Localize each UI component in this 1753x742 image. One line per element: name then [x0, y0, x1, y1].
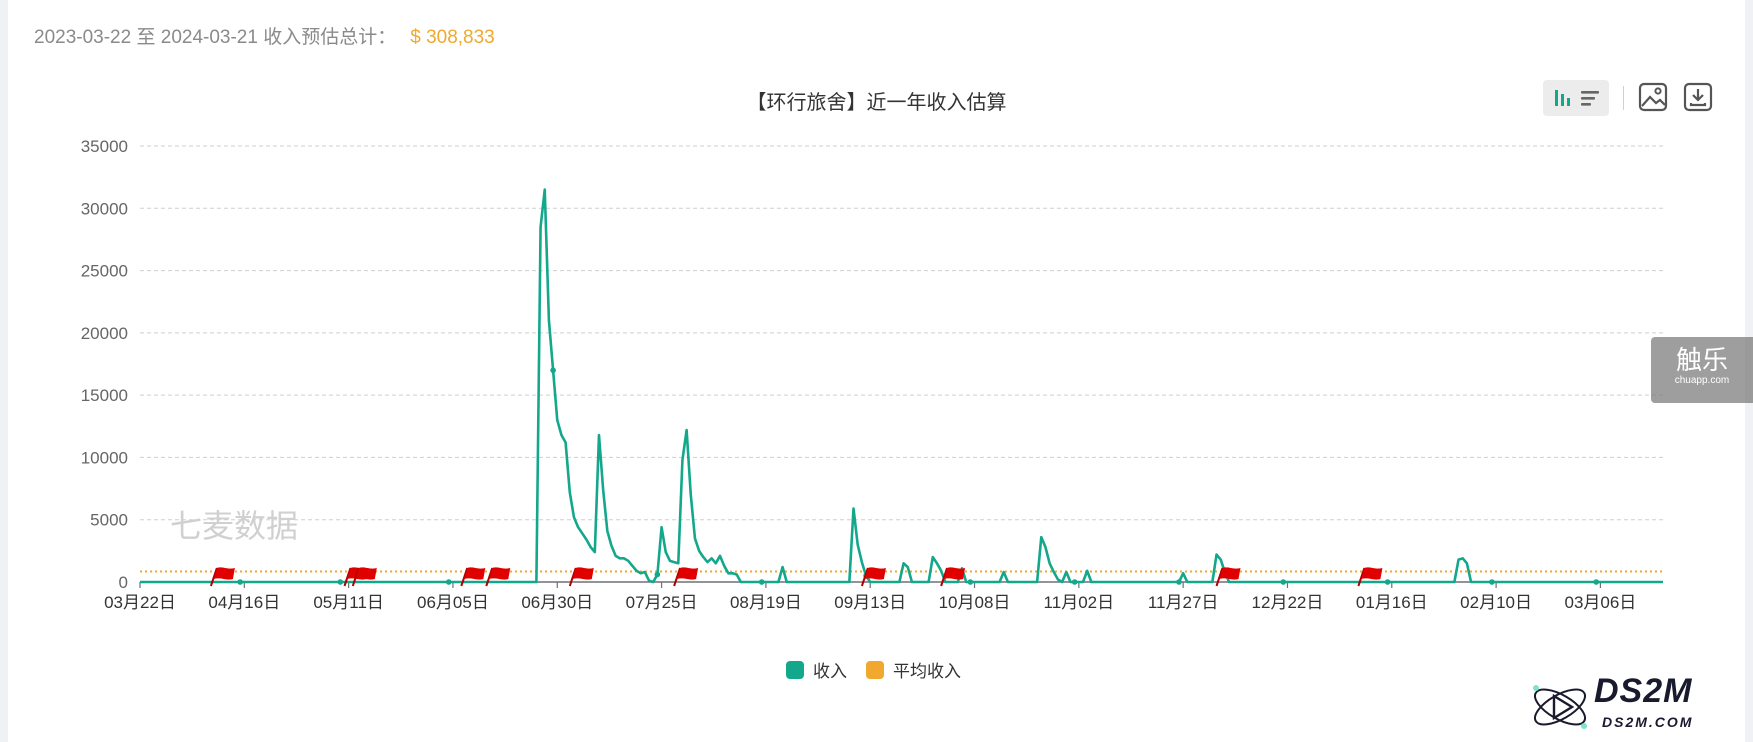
- income-point: [758, 579, 765, 585]
- x-tick-label: 06月30日: [521, 593, 593, 612]
- bar-chart-icon: [1555, 90, 1570, 106]
- list-view-button[interactable]: [1574, 82, 1606, 114]
- summary-label: 2023-03-22 至 2024-03-21 收入预估总计：: [34, 27, 397, 48]
- flag-pole: [1357, 567, 1366, 587]
- event-flag: [209, 567, 235, 587]
- revenue-summary: 2023-03-22 至 2024-03-21 收入预估总计： $ 308,833: [34, 22, 495, 49]
- chuapp-watermark: 触乐 chuapp.com: [1651, 337, 1753, 403]
- average-swatch: [866, 660, 884, 679]
- summary-value: $ 308,833: [410, 27, 495, 48]
- income-point: [654, 571, 661, 578]
- download-icon: [1683, 82, 1713, 112]
- x-tick-label: 02月10日: [1460, 593, 1532, 612]
- income-series-line: [140, 188, 1663, 584]
- download-button[interactable]: [1682, 81, 1714, 113]
- qimai-watermark: 七麦数据: [170, 507, 298, 545]
- list-icon: [1581, 91, 1599, 106]
- x-tick-label: 07月25日: [626, 593, 698, 612]
- legend-item-average[interactable]: 平均收入: [866, 657, 961, 682]
- flag-pole: [860, 567, 869, 587]
- flag-cloth: [464, 567, 486, 580]
- chart-card: [8, 0, 1745, 742]
- x-tick-label: 12月22日: [1252, 593, 1324, 612]
- event-flag: [351, 567, 377, 587]
- flag-cloth: [572, 567, 594, 580]
- chuapp-logo-text: 触乐: [1675, 345, 1728, 375]
- x-tick-label: 04月16日: [208, 593, 280, 612]
- ds2m-url: DS2M.COM: [1602, 714, 1694, 730]
- event-flag: [568, 567, 594, 587]
- x-tick-label: 10月08日: [939, 593, 1011, 612]
- ds2m-logo-text: DS2M: [1594, 672, 1693, 710]
- income-point: [237, 579, 243, 585]
- flag-cloth: [677, 567, 699, 580]
- flag-pole: [1215, 567, 1224, 587]
- x-tick-label: 03月22日: [104, 593, 176, 612]
- flag-pole: [209, 567, 218, 587]
- x-tick-label: 09月13日: [834, 593, 906, 612]
- y-tick-label: 35000: [81, 137, 128, 156]
- flag-cloth: [864, 567, 886, 580]
- income-point: [550, 367, 556, 374]
- x-tick-label: 11月02日: [1044, 593, 1115, 612]
- x-tick-label: 11月27日: [1148, 593, 1219, 612]
- flag-cloth: [355, 567, 377, 580]
- x-tick-label: 05月11日: [313, 593, 384, 612]
- y-tick-label: 25000: [81, 262, 128, 281]
- income-swatch: [786, 660, 804, 679]
- flag-cloth: [489, 567, 511, 580]
- flag-pole: [673, 567, 682, 587]
- income-point: [337, 579, 344, 585]
- chart-title: 【环行旅舍】近一年收入估算: [746, 92, 1007, 114]
- flag-pole: [940, 567, 949, 587]
- bar-chart-view-button[interactable]: [1547, 82, 1579, 114]
- chuapp-url: chuapp.com: [1674, 375, 1730, 386]
- income-point: [445, 579, 452, 585]
- view-toggle-group: [1543, 80, 1609, 116]
- x-tick-label: 01月16日: [1356, 593, 1428, 612]
- flag-pole: [343, 567, 352, 587]
- save-image-icon: [1638, 82, 1668, 112]
- flag-cloth: [213, 567, 235, 580]
- toolbar-separator: [1623, 86, 1624, 110]
- y-tick-label: 0: [119, 573, 128, 592]
- event-flag: [1357, 567, 1383, 587]
- income-point: [1593, 579, 1600, 585]
- legend-label-income: 收入: [813, 662, 847, 681]
- income-point: [967, 579, 974, 585]
- x-tick-label: 06月05日: [417, 593, 489, 612]
- x-tick-label: 03月06日: [1564, 593, 1636, 612]
- ds2m-watermark: DS2M DS2M.COM: [1528, 672, 1748, 742]
- flag-pole: [485, 567, 494, 587]
- event-flag: [940, 567, 966, 587]
- event-flag: [673, 567, 699, 587]
- legend-item-income[interactable]: 收入: [786, 657, 847, 682]
- income-point: [1384, 579, 1391, 585]
- event-flag: [460, 567, 486, 587]
- income-point: [1071, 579, 1078, 585]
- income-point: [1489, 579, 1495, 585]
- y-tick-label: 5000: [90, 511, 128, 530]
- event-flag: [1215, 567, 1241, 587]
- event-flag: [860, 567, 886, 587]
- income-point: [1280, 579, 1287, 585]
- event-flag: [485, 567, 511, 587]
- save-image-button[interactable]: [1637, 81, 1669, 113]
- legend-label-average: 平均收入: [893, 662, 961, 681]
- flag-cloth: [1361, 567, 1383, 580]
- flag-cloth: [944, 567, 966, 580]
- flag-pole: [460, 567, 469, 587]
- ds2m-logo-icon: [1533, 685, 1587, 729]
- y-tick-label: 30000: [81, 199, 128, 218]
- y-tick-label: 20000: [81, 324, 128, 343]
- x-tick-label: 08月19日: [730, 593, 802, 612]
- y-tick-label: 15000: [81, 386, 128, 405]
- y-tick-label: 10000: [81, 448, 128, 467]
- income-point: [1176, 579, 1182, 585]
- flag-cloth: [1219, 567, 1241, 580]
- flag-pole: [568, 567, 577, 587]
- flag-pole: [351, 567, 360, 587]
